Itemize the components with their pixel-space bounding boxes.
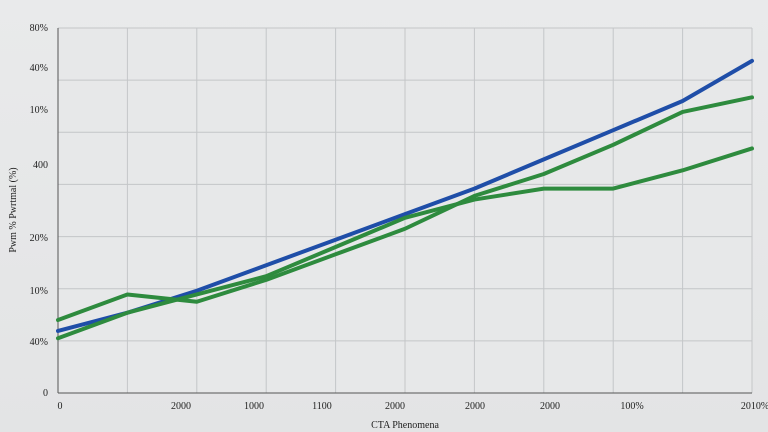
x-tick-labels: 0 2000 1000 1100 2000 2000 2000 100% 2010% (58, 401, 768, 412)
y-tick-label: 0 (43, 388, 48, 399)
x-tick-label: 2000 (465, 401, 485, 412)
y-tick-label: 80% (30, 23, 48, 34)
x-tick-label: 2010% (741, 401, 768, 412)
y-tick-label: 10% (30, 286, 48, 297)
x-tick-label: 1100 (312, 401, 332, 412)
x-axis-title: CTA Phenomena (371, 420, 439, 431)
y-tick-label: 400 (33, 160, 48, 171)
grid (58, 27, 753, 394)
series-line-3 (56, 146, 754, 341)
y-tick-label: 10% (30, 105, 48, 116)
y-tick-label: 40% (30, 337, 48, 348)
y-axis-title: Pwm % Pwrtmal (%) (8, 167, 19, 252)
x-tick-label: 2000 (385, 401, 405, 412)
x-tick-label: 1000 (244, 401, 264, 412)
series-lines (56, 58, 754, 341)
x-tick-label: 2000 (540, 401, 560, 412)
x-tick-label: 100% (620, 401, 643, 412)
x-tick-label: 0 (58, 401, 63, 412)
y-tick-label: 40% (30, 63, 48, 74)
x-tick-label: 2000 (171, 401, 191, 412)
y-tick-labels: 0 40% 10% 20% 400 10% 40% 80% (30, 23, 48, 399)
y-tick-label: 20% (30, 233, 48, 244)
